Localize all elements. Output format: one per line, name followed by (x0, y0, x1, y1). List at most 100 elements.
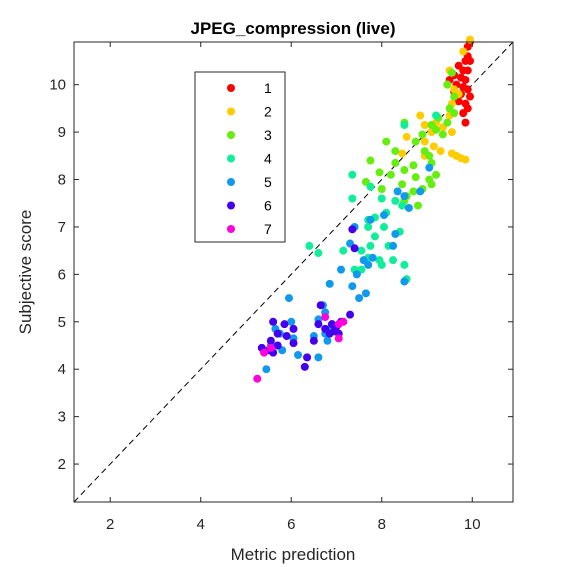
data-point-series-2 (429, 142, 438, 151)
data-point-series-3 (432, 170, 441, 179)
legend-items: 1 2 3 4 5 6 7 (227, 80, 272, 237)
data-point-series-1 (461, 75, 470, 84)
data-point-series-3 (432, 125, 441, 134)
data-point-series-4 (400, 120, 409, 129)
data-point-series-2 (461, 155, 470, 164)
data-point-series-6 (273, 341, 282, 350)
data-point-series-4 (366, 241, 375, 250)
data-point-series-4 (398, 201, 407, 210)
data-point-series-4 (314, 249, 323, 258)
legend-label-4: 4 (264, 151, 272, 167)
x-tick-label: 10 (464, 516, 481, 533)
data-point-series-3 (375, 168, 384, 177)
data-point-series-3 (391, 158, 400, 167)
data-point-series-4 (305, 241, 314, 250)
data-point-series-5 (337, 265, 346, 274)
legend-marker-7 (227, 225, 235, 233)
legend-marker-1 (227, 84, 235, 92)
y-tick-label: 4 (58, 361, 66, 378)
data-point-series-3 (413, 201, 422, 210)
chart-title: JPEG_compression (live) (190, 19, 395, 38)
data-point-series-4 (357, 246, 366, 255)
x-axis-ticks: 2 4 6 8 10 (106, 42, 481, 533)
data-point-series-3 (425, 151, 434, 160)
legend-label-5: 5 (264, 174, 272, 190)
data-point-series-5 (323, 336, 332, 345)
data-point-series-5 (389, 241, 398, 250)
legend-marker-4 (227, 154, 235, 163)
data-point-series-5 (284, 294, 293, 303)
data-point-series-6 (346, 310, 355, 319)
data-point-series-3 (409, 161, 418, 170)
data-point-series-3 (450, 109, 459, 118)
data-point-series-5 (287, 317, 296, 326)
data-point-series-6 (316, 301, 325, 310)
data-point-series-7 (339, 317, 348, 326)
data-point-series-6 (309, 336, 318, 345)
legend-label-1: 1 (264, 80, 272, 96)
x-tick-label: 2 (106, 516, 114, 533)
data-point-series-5 (262, 365, 271, 374)
data-point-series-3 (443, 118, 452, 127)
data-point-series-4 (370, 232, 379, 241)
legend-marker-3 (227, 131, 235, 139)
data-point-series-6 (350, 244, 359, 253)
data-point-series-1 (463, 85, 472, 94)
x-tick-label: 8 (378, 516, 386, 533)
data-point-series-6 (303, 353, 312, 362)
data-point-series-5 (325, 279, 334, 288)
data-point-series-5 (393, 187, 402, 196)
data-point-series-4 (389, 256, 398, 265)
data-point-series-3 (447, 68, 456, 77)
data-point-series-6 (348, 225, 357, 234)
data-point-series-3 (400, 166, 409, 175)
data-point-series-7 (266, 343, 275, 352)
data-point-series-3 (366, 156, 375, 165)
legend-label-3: 3 (264, 127, 272, 143)
data-point-series-5 (355, 294, 364, 303)
x-tick-label: 4 (197, 516, 205, 533)
legend: 1 2 3 4 5 6 7 (194, 71, 286, 243)
data-point-series-2 (398, 149, 407, 158)
data-point-series-4 (432, 111, 441, 120)
legend-marker-6 (227, 201, 235, 210)
data-point-series-3 (409, 187, 418, 196)
legend-marker-2 (227, 107, 235, 116)
data-point-series-5 (425, 163, 434, 172)
identity-reference-line (73, 41, 514, 503)
data-point-series-7 (321, 313, 330, 322)
data-point-series-4 (380, 222, 389, 231)
plot-area: 2 4 6 8 10 2 3 4 5 6 7 8 9 10 (49, 35, 514, 533)
data-point-series-5 (352, 270, 361, 279)
data-point-series-3 (386, 170, 395, 179)
data-point-series-5 (294, 350, 303, 359)
data-point-series-5 (380, 211, 389, 220)
data-point-series-6 (289, 339, 298, 348)
data-point-series-5 (416, 187, 425, 196)
legend-marker-5 (227, 178, 235, 186)
legend-label-7: 7 (264, 221, 272, 237)
data-point-series-6 (300, 362, 309, 371)
y-tick-label: 9 (58, 124, 66, 141)
data-point-series-5 (400, 277, 409, 286)
y-tick-label: 8 (58, 172, 66, 189)
data-point-series-1 (461, 118, 470, 127)
data-point-series-3 (443, 80, 452, 89)
data-point-series-5 (400, 192, 409, 201)
data-point-series-6 (280, 320, 289, 329)
data-point-series-3 (411, 137, 420, 146)
y-axis-ticks: 2 3 4 5 6 7 8 9 10 (49, 77, 513, 473)
data-point-series-2 (447, 128, 456, 137)
data-point-series-3 (377, 185, 386, 194)
data-point-series-4 (391, 196, 400, 205)
data-point-series-4 (377, 260, 386, 269)
y-tick-label: 6 (58, 266, 66, 283)
data-point-series-3 (427, 180, 436, 189)
data-point-series-2 (459, 47, 468, 56)
legend-box (194, 71, 286, 243)
data-point-series-7 (260, 348, 269, 357)
data-point-series-3 (418, 130, 427, 139)
data-point-series-5 (404, 203, 413, 212)
data-point-series-1 (463, 66, 472, 75)
data-point-series-5 (366, 215, 375, 224)
